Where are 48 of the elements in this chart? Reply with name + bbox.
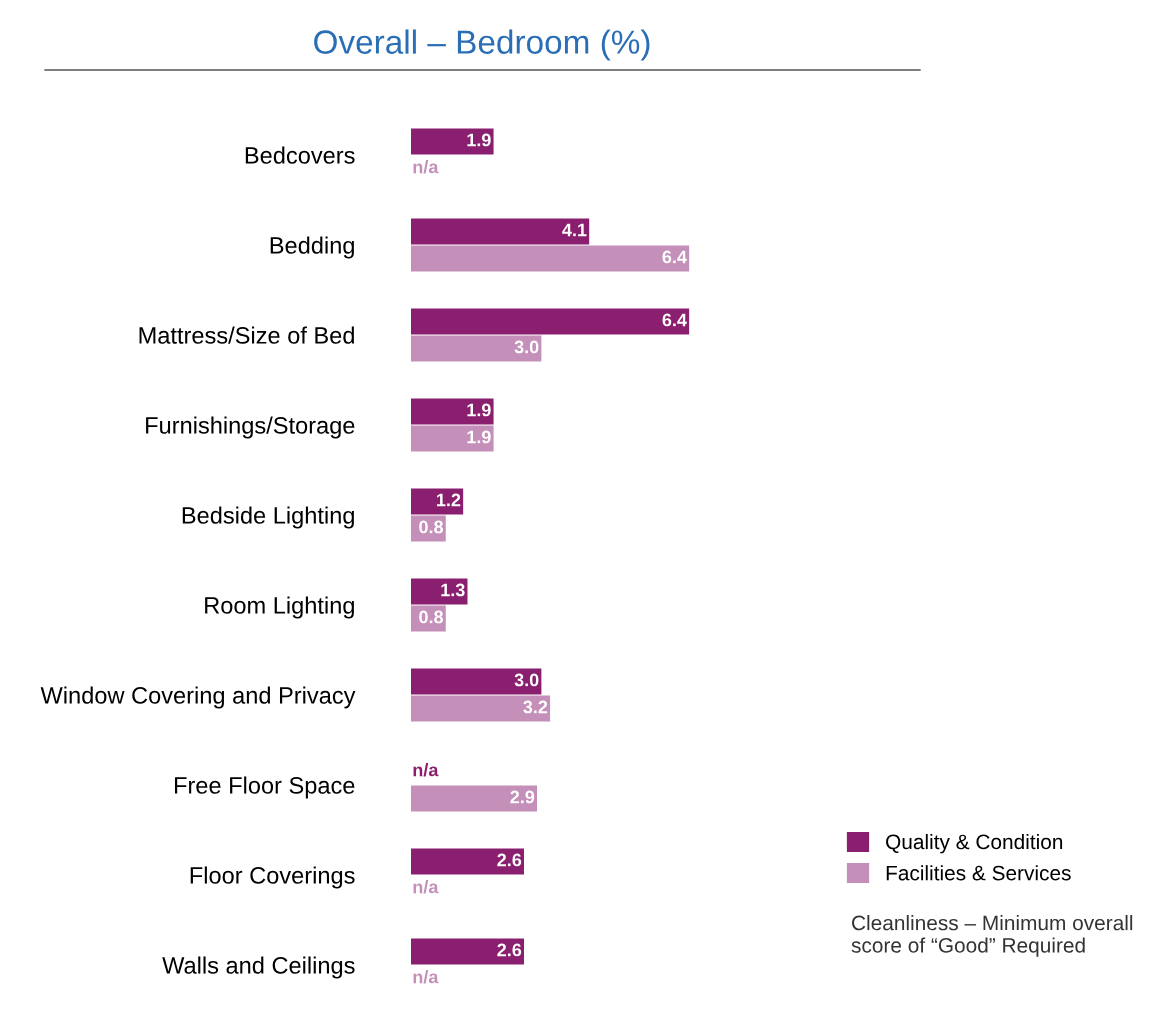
y-tick-label: Bedcovers xyxy=(245,146,355,164)
data-label: 2.9 xyxy=(510,790,535,804)
data-label: 0.8 xyxy=(419,610,444,624)
data-label: 1.3 xyxy=(441,583,465,597)
y-tick-label: Floor Coverings xyxy=(190,866,355,889)
bar xyxy=(411,668,542,695)
data-label: 1.9 xyxy=(467,403,491,417)
bar xyxy=(411,695,551,722)
text: n/a xyxy=(413,880,439,894)
data-label: 1.9 xyxy=(467,430,491,444)
text: n/a xyxy=(413,160,439,174)
data-label: 3.0 xyxy=(514,673,539,687)
data-label: 1.2 xyxy=(437,493,461,507)
y-tick-label: Window Covering and Privacy xyxy=(40,686,356,709)
text: n/a xyxy=(413,763,439,777)
data-label: 6.4 xyxy=(662,313,687,327)
y-tick-label: Bedding xyxy=(270,236,354,259)
bar xyxy=(411,398,494,425)
legend-label: Quality & Condition xyxy=(886,833,1063,854)
bar xyxy=(411,308,690,335)
y-tick-label: Furnishings/Storage xyxy=(146,416,355,439)
bar xyxy=(411,785,538,812)
bar xyxy=(411,245,690,272)
data-label: 4.1 xyxy=(562,223,587,237)
text: n/a xyxy=(413,970,439,984)
data-label: 3.2 xyxy=(523,700,548,714)
data-label: 0.8 xyxy=(419,520,444,534)
y-tick-label: Bedside Lighting xyxy=(182,506,354,529)
bar xyxy=(411,848,524,875)
data-label: 2.6 xyxy=(497,943,522,957)
data-label: 6.4 xyxy=(662,250,687,264)
y-tick-label: Room Lighting xyxy=(205,596,354,619)
y-tick-label: Walls and Ceilings xyxy=(162,956,355,979)
bar xyxy=(411,938,524,965)
bar xyxy=(411,128,494,155)
bar xyxy=(411,425,494,452)
legend-label: Facilities & Services xyxy=(886,865,1071,881)
data-label: 3.0 xyxy=(514,340,539,354)
y-tick-label: Mattress/Size of Bed xyxy=(139,326,354,344)
bar xyxy=(411,218,590,245)
bar xyxy=(411,488,464,515)
bar xyxy=(411,578,468,605)
bar xyxy=(411,335,542,362)
data-label: 1.9 xyxy=(467,133,491,147)
y-tick-label: Free Floor Space xyxy=(174,776,355,799)
chart-title: Overall – Bedroom (%) xyxy=(314,29,650,61)
data-label: 2.6 xyxy=(497,853,522,867)
text: Cleanliness – Minimum overall score of “Good” Required xyxy=(851,915,1133,957)
